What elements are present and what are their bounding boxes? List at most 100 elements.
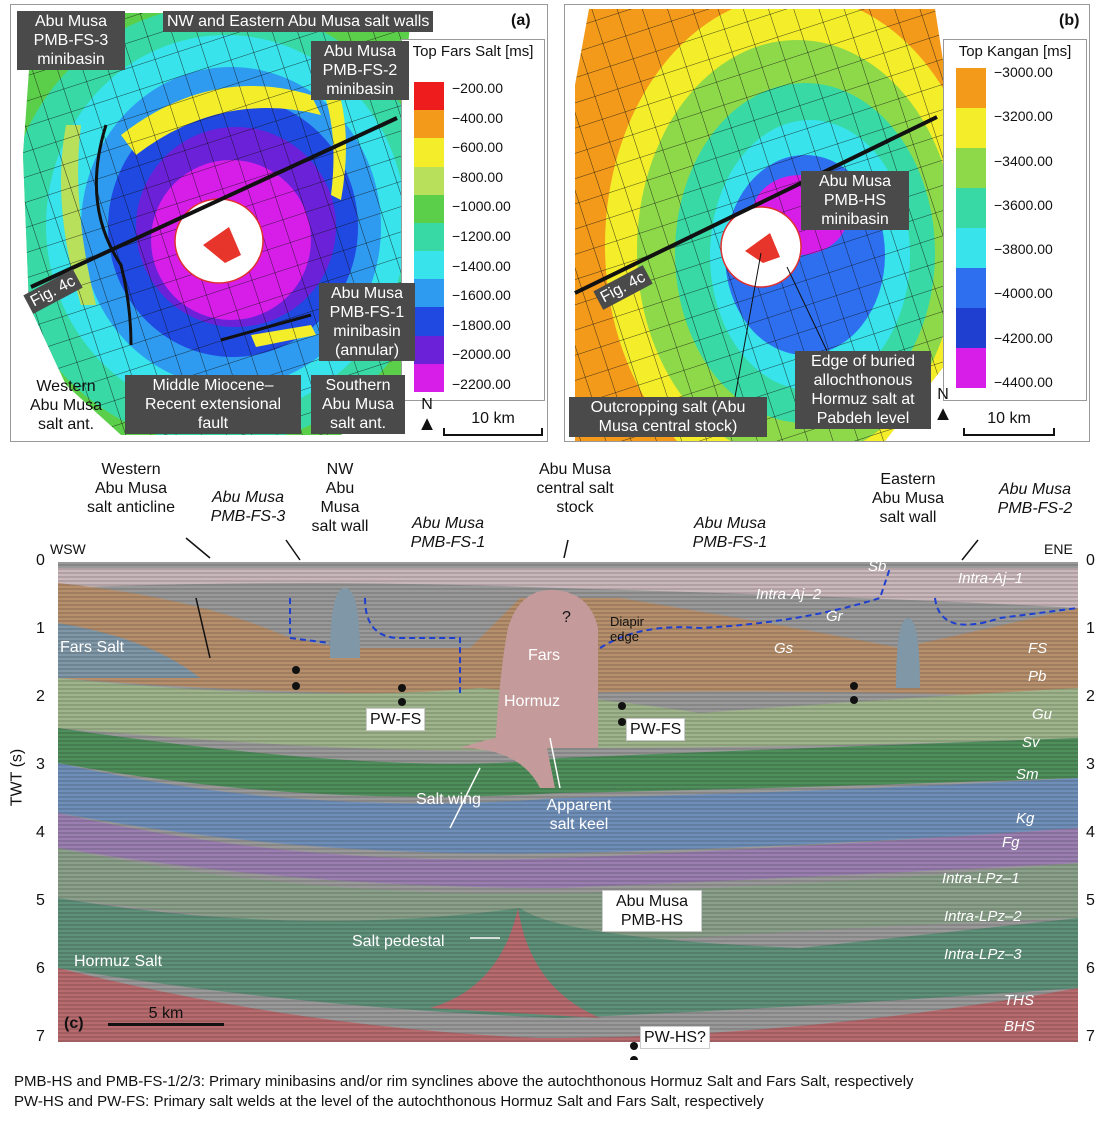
y-tick-label: 4 <box>1086 824 1095 841</box>
y-tick-label: 6 <box>1086 960 1095 977</box>
legend-swatch <box>956 148 986 188</box>
legend-swatch <box>414 138 444 167</box>
label-pmb-fs2: Abu Musa PMB-FS-2 minibasin <box>311 41 409 100</box>
legend-swatch <box>414 279 444 308</box>
panel-a: Top Fars Salt [ms] −200.00 −400.00 −600.00… <box>10 4 548 442</box>
legend-b-values: −3000.00 −3200.00 −3400.00 −3600.00 −3800.00… <box>994 62 1084 392</box>
scale-bar-a: 10 km <box>443 409 543 436</box>
legend-value: −3800.00 <box>994 241 1053 258</box>
label-hormuz-salt: Hormuz Salt <box>74 953 163 970</box>
label-salt-pedestal: Salt pedestal <box>352 933 445 950</box>
legend-a-colorbar <box>414 82 444 392</box>
label-pmb-hs-map: Abu Musa PMB-HS minibasin <box>801 171 909 230</box>
label-diapir-edge: Diapir edge <box>610 614 644 644</box>
y-axis-left: 0 1 2 3 4 5 6 7 <box>30 552 54 1052</box>
unit-label: FS <box>1028 640 1048 657</box>
legend-value: −600.00 <box>452 139 503 156</box>
unit-label: Sb <box>868 558 887 575</box>
legend-value: −1600.00 <box>452 287 511 304</box>
label-pmb-fs3: Abu Musa PMB-FS-3 minibasin <box>17 11 125 70</box>
legend-swatch <box>956 268 986 308</box>
legend-swatch <box>414 222 444 252</box>
unit-label: Pb <box>1028 668 1047 685</box>
legend-swatch <box>956 188 986 228</box>
legend-a: Top Fars Salt [ms] −200.00 −400.00 −600.00… <box>401 39 545 401</box>
y-tick-label: 0 <box>1086 552 1095 569</box>
legend-value: −3400.00 <box>994 152 1053 169</box>
y-axis-title: TWT (s) <box>8 748 26 807</box>
legend-b-title: Top Kangan [ms] <box>958 43 1072 60</box>
legend-value: −4200.00 <box>994 329 1053 346</box>
north-label-b: N <box>937 386 949 403</box>
legend-swatch <box>414 82 444 111</box>
scale-label-b: 10 km <box>987 410 1031 427</box>
legend-swatch <box>414 251 444 280</box>
legend-value: −1200.00 <box>452 228 511 244</box>
legend-value: −200.00 <box>452 80 503 96</box>
label-fs2: Abu Musa PMB-FS-2 <box>997 481 1073 517</box>
unit-label: Intra-Aj–1 <box>958 570 1024 587</box>
legend-swatch <box>414 166 444 195</box>
legend-value: −1000.00 <box>452 198 511 215</box>
legend-value: −3200.00 <box>994 108 1053 125</box>
y-tick-label: 2 <box>36 688 45 705</box>
label-western-anticline: Western Abu Musa salt anticline <box>86 461 176 516</box>
legend-swatch <box>414 335 444 364</box>
label-fs3: Abu Musa PMB-FS-3 <box>210 489 286 525</box>
legend-swatch <box>414 110 444 139</box>
panel-a-letter: (a) <box>511 12 531 29</box>
legend-value: −3000.00 <box>994 64 1053 80</box>
legend-value: −800.00 <box>452 168 503 185</box>
y-tick-label: 7 <box>36 1028 45 1045</box>
north-label-a: N <box>421 396 433 413</box>
label-eastern-wall: Eastern Abu Musa salt wall <box>871 471 945 526</box>
label-southern-ant: Southern Abu Musa salt ant. <box>311 375 405 434</box>
legend-value: −1400.00 <box>452 257 511 274</box>
legend-swatch <box>414 363 444 392</box>
y-tick-label: 5 <box>36 892 45 909</box>
label-fs1-left: Abu Musa PMB-FS-1 <box>410 515 486 551</box>
unit-label: Kg <box>1016 810 1035 827</box>
label-pmb-hs-section: Abu Musa PMB-HS <box>602 890 702 932</box>
y-tick-label: 7 <box>1086 1028 1095 1045</box>
unit-label: Gr <box>826 608 843 625</box>
y-axis-right: 0 1 2 3 4 5 6 7 <box>1080 552 1096 1052</box>
panel-b: Top Kangan [ms] −3000.00 −3200.00 −3400.00… <box>564 4 1090 442</box>
label-salt-walls: NW and Eastern Abu Musa salt walls <box>163 11 434 32</box>
caption-line-1: PMB-HS and PMB-FS-1/2/3: Primary minibas… <box>14 1073 914 1090</box>
legend-swatch <box>956 68 986 108</box>
scale-label-c: 5 km <box>148 1005 184 1022</box>
north-arrow-b: N ▲ <box>931 385 955 424</box>
y-tick-label: 0 <box>36 552 45 569</box>
north-arrow-icon: ▲ <box>933 403 953 425</box>
unit-label: Intra-LPz–3 <box>944 946 1022 963</box>
y-tick-label: 2 <box>1086 688 1095 705</box>
label-fault: Middle Miocene– Recent extensional fault <box>125 375 301 434</box>
unit-label: Intra-Aj–2 <box>756 586 822 603</box>
unit-label: Sv <box>1022 734 1040 751</box>
legend-value: −1800.00 <box>452 316 511 333</box>
label-ene: ENE <box>1044 541 1073 557</box>
north-arrow-a: N ▲ <box>415 395 439 434</box>
panel-b-letter: (b) <box>1059 12 1080 29</box>
label-western-ant: Western Abu Musa salt ant. <box>29 378 103 433</box>
unit-label: Sm <box>1016 766 1039 783</box>
caption-line-2: PW-HS and PW-FS: Primary salt welds at t… <box>14 1093 764 1110</box>
label-fars-salt: Fars Salt <box>60 639 125 656</box>
unit-label: Gu <box>1032 706 1053 723</box>
north-arrow-icon: ▲ <box>417 413 437 435</box>
label-buried-edge: Edge of buried allochthonous Hormuz salt… <box>795 351 931 429</box>
label-central-stock: Abu Musa central salt stock <box>536 461 614 516</box>
y-tick-label: 6 <box>36 960 45 977</box>
scale-label-a: 10 km <box>471 410 515 427</box>
legend-value: −2200.00 <box>452 376 511 392</box>
y-tick-label: 3 <box>1086 756 1095 773</box>
legend-a-values: −200.00 −400.00 −600.00 −800.00 −1000.00 −120… <box>452 76 542 396</box>
legend-a-title: Top Fars Salt [ms] <box>412 43 534 60</box>
label-fs1-right: Abu Musa PMB-FS-1 <box>692 515 768 551</box>
label-wsw: WSW <box>50 541 86 557</box>
legend-value: −2000.00 <box>452 346 511 363</box>
legend-value: −400.00 <box>452 109 503 126</box>
label-pw-fs-left: PW-FS <box>366 708 426 731</box>
label-pw-fs-right: PW-FS <box>626 718 686 741</box>
